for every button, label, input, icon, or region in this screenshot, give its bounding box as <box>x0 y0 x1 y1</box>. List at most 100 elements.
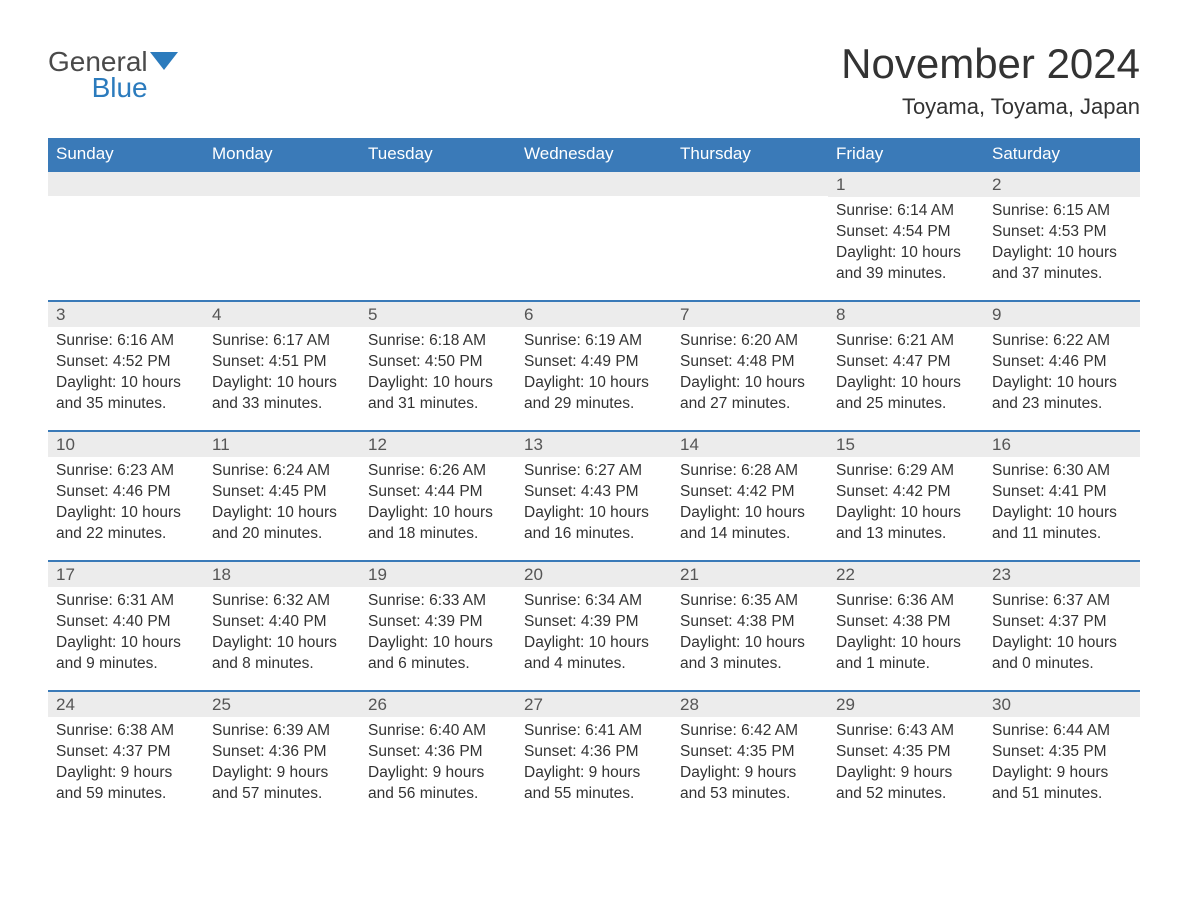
daylight-text: Daylight: 9 hours and 53 minutes. <box>680 763 820 805</box>
day-body: Sunrise: 6:22 AMSunset: 4:46 PMDaylight:… <box>984 327 1140 421</box>
day-body: Sunrise: 6:28 AMSunset: 4:42 PMDaylight:… <box>672 457 828 551</box>
day-number: 2 <box>984 172 1140 197</box>
day-cell: 14Sunrise: 6:28 AMSunset: 4:42 PMDayligh… <box>672 432 828 560</box>
day-body: Sunrise: 6:23 AMSunset: 4:46 PMDaylight:… <box>48 457 204 551</box>
sunset-text: Sunset: 4:36 PM <box>212 742 352 763</box>
day-cell <box>48 172 204 300</box>
sunset-text: Sunset: 4:47 PM <box>836 352 976 373</box>
sunrise-text: Sunrise: 6:24 AM <box>212 461 352 482</box>
day-number <box>672 172 828 196</box>
day-cell: 18Sunrise: 6:32 AMSunset: 4:40 PMDayligh… <box>204 562 360 690</box>
day-number: 19 <box>360 562 516 587</box>
sunrise-text: Sunrise: 6:43 AM <box>836 721 976 742</box>
sunset-text: Sunset: 4:36 PM <box>524 742 664 763</box>
day-cell: 16Sunrise: 6:30 AMSunset: 4:41 PMDayligh… <box>984 432 1140 560</box>
sunset-text: Sunset: 4:35 PM <box>836 742 976 763</box>
day-cell <box>672 172 828 300</box>
sunrise-text: Sunrise: 6:20 AM <box>680 331 820 352</box>
sunset-text: Sunset: 4:53 PM <box>992 222 1132 243</box>
day-number: 15 <box>828 432 984 457</box>
day-body: Sunrise: 6:19 AMSunset: 4:49 PMDaylight:… <box>516 327 672 421</box>
day-number: 10 <box>48 432 204 457</box>
sunset-text: Sunset: 4:54 PM <box>836 222 976 243</box>
day-body: Sunrise: 6:21 AMSunset: 4:47 PMDaylight:… <box>828 327 984 421</box>
daylight-text: Daylight: 9 hours and 59 minutes. <box>56 763 196 805</box>
sunset-text: Sunset: 4:42 PM <box>680 482 820 503</box>
daylight-text: Daylight: 10 hours and 33 minutes. <box>212 373 352 415</box>
daylight-text: Daylight: 10 hours and 11 minutes. <box>992 503 1132 545</box>
sunrise-text: Sunrise: 6:30 AM <box>992 461 1132 482</box>
daylight-text: Daylight: 10 hours and 29 minutes. <box>524 373 664 415</box>
week-row: 17Sunrise: 6:31 AMSunset: 4:40 PMDayligh… <box>48 560 1140 690</box>
day-number <box>516 172 672 196</box>
sunrise-text: Sunrise: 6:22 AM <box>992 331 1132 352</box>
day-number: 23 <box>984 562 1140 587</box>
day-number: 13 <box>516 432 672 457</box>
day-body: Sunrise: 6:37 AMSunset: 4:37 PMDaylight:… <box>984 587 1140 681</box>
daylight-text: Daylight: 10 hours and 25 minutes. <box>836 373 976 415</box>
day-cell: 7Sunrise: 6:20 AMSunset: 4:48 PMDaylight… <box>672 302 828 430</box>
sunrise-text: Sunrise: 6:17 AM <box>212 331 352 352</box>
week-row: 1 Sunrise: 6:14 AMSunset: 4:54 PM Daylight… <box>48 170 1140 300</box>
day-number: 12 <box>360 432 516 457</box>
weekday-cell: Thursday <box>672 138 828 170</box>
sunrise-text: Sunrise: 6:42 AM <box>680 721 820 742</box>
day-number: 8 <box>828 302 984 327</box>
day-number: 16 <box>984 432 1140 457</box>
day-body: Sunrise: 6:30 AMSunset: 4:41 PMDaylight:… <box>984 457 1140 551</box>
daylight-text: Daylight: 10 hours and 0 minutes. <box>992 633 1132 675</box>
calendar: SundayMondayTuesdayWednesdayThursdayFrid… <box>48 138 1140 820</box>
sunrise-text: Sunrise: 6:14 AM <box>836 201 976 222</box>
sunrise-text: Sunrise: 6:31 AM <box>56 591 196 612</box>
day-body: Sunrise: 6:29 AMSunset: 4:42 PMDaylight:… <box>828 457 984 551</box>
sunset-text: Sunset: 4:42 PM <box>836 482 976 503</box>
daylight-text: Daylight: 10 hours and 27 minutes. <box>680 373 820 415</box>
day-cell: 29Sunrise: 6:43 AMSunset: 4:35 PMDayligh… <box>828 692 984 820</box>
month-title: November 2024 <box>841 40 1140 88</box>
day-body: Sunrise: 6:42 AMSunset: 4:35 PMDaylight:… <box>672 717 828 811</box>
day-cell: 25Sunrise: 6:39 AMSunset: 4:36 PMDayligh… <box>204 692 360 820</box>
day-cell: 8Sunrise: 6:21 AMSunset: 4:47 PMDaylight… <box>828 302 984 430</box>
location: Toyama, Toyama, Japan <box>841 94 1140 120</box>
day-body: Sunrise: 6:35 AMSunset: 4:38 PMDaylight:… <box>672 587 828 681</box>
day-body: Sunrise: 6:18 AMSunset: 4:50 PMDaylight:… <box>360 327 516 421</box>
sunrise-text: Sunrise: 6:27 AM <box>524 461 664 482</box>
daylight-text: Daylight: 10 hours and 37 minutes. <box>992 243 1132 285</box>
day-body: Sunrise: 6:17 AMSunset: 4:51 PMDaylight:… <box>204 327 360 421</box>
day-cell: 10Sunrise: 6:23 AMSunset: 4:46 PMDayligh… <box>48 432 204 560</box>
daylight-text: Daylight: 10 hours and 8 minutes. <box>212 633 352 675</box>
day-body: Sunrise: 6:38 AMSunset: 4:37 PMDaylight:… <box>48 717 204 811</box>
day-number: 20 <box>516 562 672 587</box>
sunset-text: Sunset: 4:45 PM <box>212 482 352 503</box>
sunset-text: Sunset: 4:49 PM <box>524 352 664 373</box>
day-number: 25 <box>204 692 360 717</box>
sunrise-text: Sunrise: 6:33 AM <box>368 591 508 612</box>
logo-word-2: Blue <box>48 74 148 102</box>
title-block: November 2024 Toyama, Toyama, Japan <box>841 40 1140 120</box>
day-number: 28 <box>672 692 828 717</box>
day-body: Sunrise: 6:26 AMSunset: 4:44 PMDaylight:… <box>360 457 516 551</box>
day-cell: 28Sunrise: 6:42 AMSunset: 4:35 PMDayligh… <box>672 692 828 820</box>
day-body: Sunrise: 6:32 AMSunset: 4:40 PMDaylight:… <box>204 587 360 681</box>
daylight-text: Daylight: 10 hours and 3 minutes. <box>680 633 820 675</box>
weekday-row: SundayMondayTuesdayWednesdayThursdayFrid… <box>48 138 1140 170</box>
weekday-cell: Saturday <box>984 138 1140 170</box>
day-number: 1 <box>828 172 984 197</box>
sunrise-text: Sunrise: 6:28 AM <box>680 461 820 482</box>
sunrise-text: Sunrise: 6:23 AM <box>56 461 196 482</box>
day-cell: 12Sunrise: 6:26 AMSunset: 4:44 PMDayligh… <box>360 432 516 560</box>
daylight-text: Daylight: 9 hours and 55 minutes. <box>524 763 664 805</box>
day-number <box>48 172 204 196</box>
day-body: Sunrise: 6:41 AMSunset: 4:36 PMDaylight:… <box>516 717 672 811</box>
sunrise-text: Sunrise: 6:16 AM <box>56 331 196 352</box>
daylight-text: Daylight: 10 hours and 13 minutes. <box>836 503 976 545</box>
day-number: 30 <box>984 692 1140 717</box>
sunset-text: Sunset: 4:48 PM <box>680 352 820 373</box>
daylight-text: Daylight: 10 hours and 9 minutes. <box>56 633 196 675</box>
day-number: 9 <box>984 302 1140 327</box>
sunrise-text: Sunrise: 6:15 AM <box>992 201 1132 222</box>
week-row: 10Sunrise: 6:23 AMSunset: 4:46 PMDayligh… <box>48 430 1140 560</box>
logo: General Blue <box>48 40 178 102</box>
daylight-text: Daylight: 10 hours and 20 minutes. <box>212 503 352 545</box>
sunset-text: Sunset: 4:38 PM <box>836 612 976 633</box>
